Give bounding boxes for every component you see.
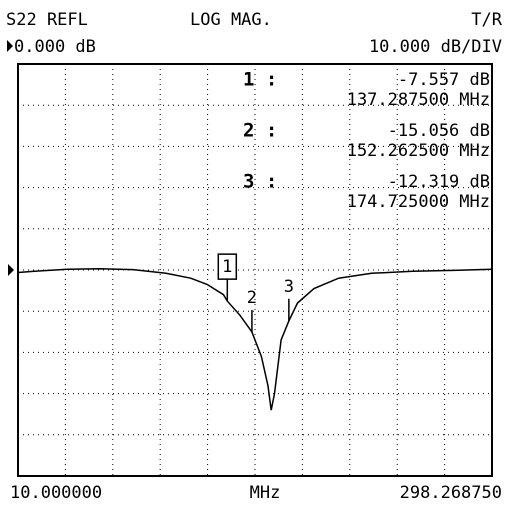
trace — [17, 268, 493, 411]
stop-frequency: 298.268750 — [400, 483, 502, 503]
reference: 0.000 dB — [14, 37, 96, 57]
marker-frequency: 152.262500 MHz — [347, 141, 490, 161]
reference-level-arrow — [8, 264, 14, 276]
reference-arrow — [7, 40, 13, 52]
start-frequency: 10.000000 — [10, 483, 102, 503]
marker-frequency: 174.725000 MHz — [347, 192, 490, 212]
marker-frequency: 137.287500 MHz — [347, 90, 490, 110]
mode: T/R — [471, 10, 502, 30]
marker-value: -7.557 dB — [398, 70, 490, 90]
marker-tag: 3 : — [243, 171, 277, 193]
marker-tag: 1 : — [243, 69, 277, 91]
marker-box — [217, 253, 238, 280]
channel: S22 REFL — [6, 10, 88, 30]
marker-tag: 2 : — [243, 120, 277, 142]
marker-value: -12.319 dB — [388, 172, 490, 192]
marker-label: 1 — [222, 257, 232, 277]
format: LOG MAG. — [190, 10, 272, 30]
marker-label: 2 — [247, 288, 257, 308]
marker-label: 3 — [284, 277, 294, 297]
marker-value: -15.056 dB — [388, 121, 490, 141]
frequency-unit: MHz — [250, 483, 281, 503]
scale: 10.000 dB/DIV — [369, 37, 502, 57]
